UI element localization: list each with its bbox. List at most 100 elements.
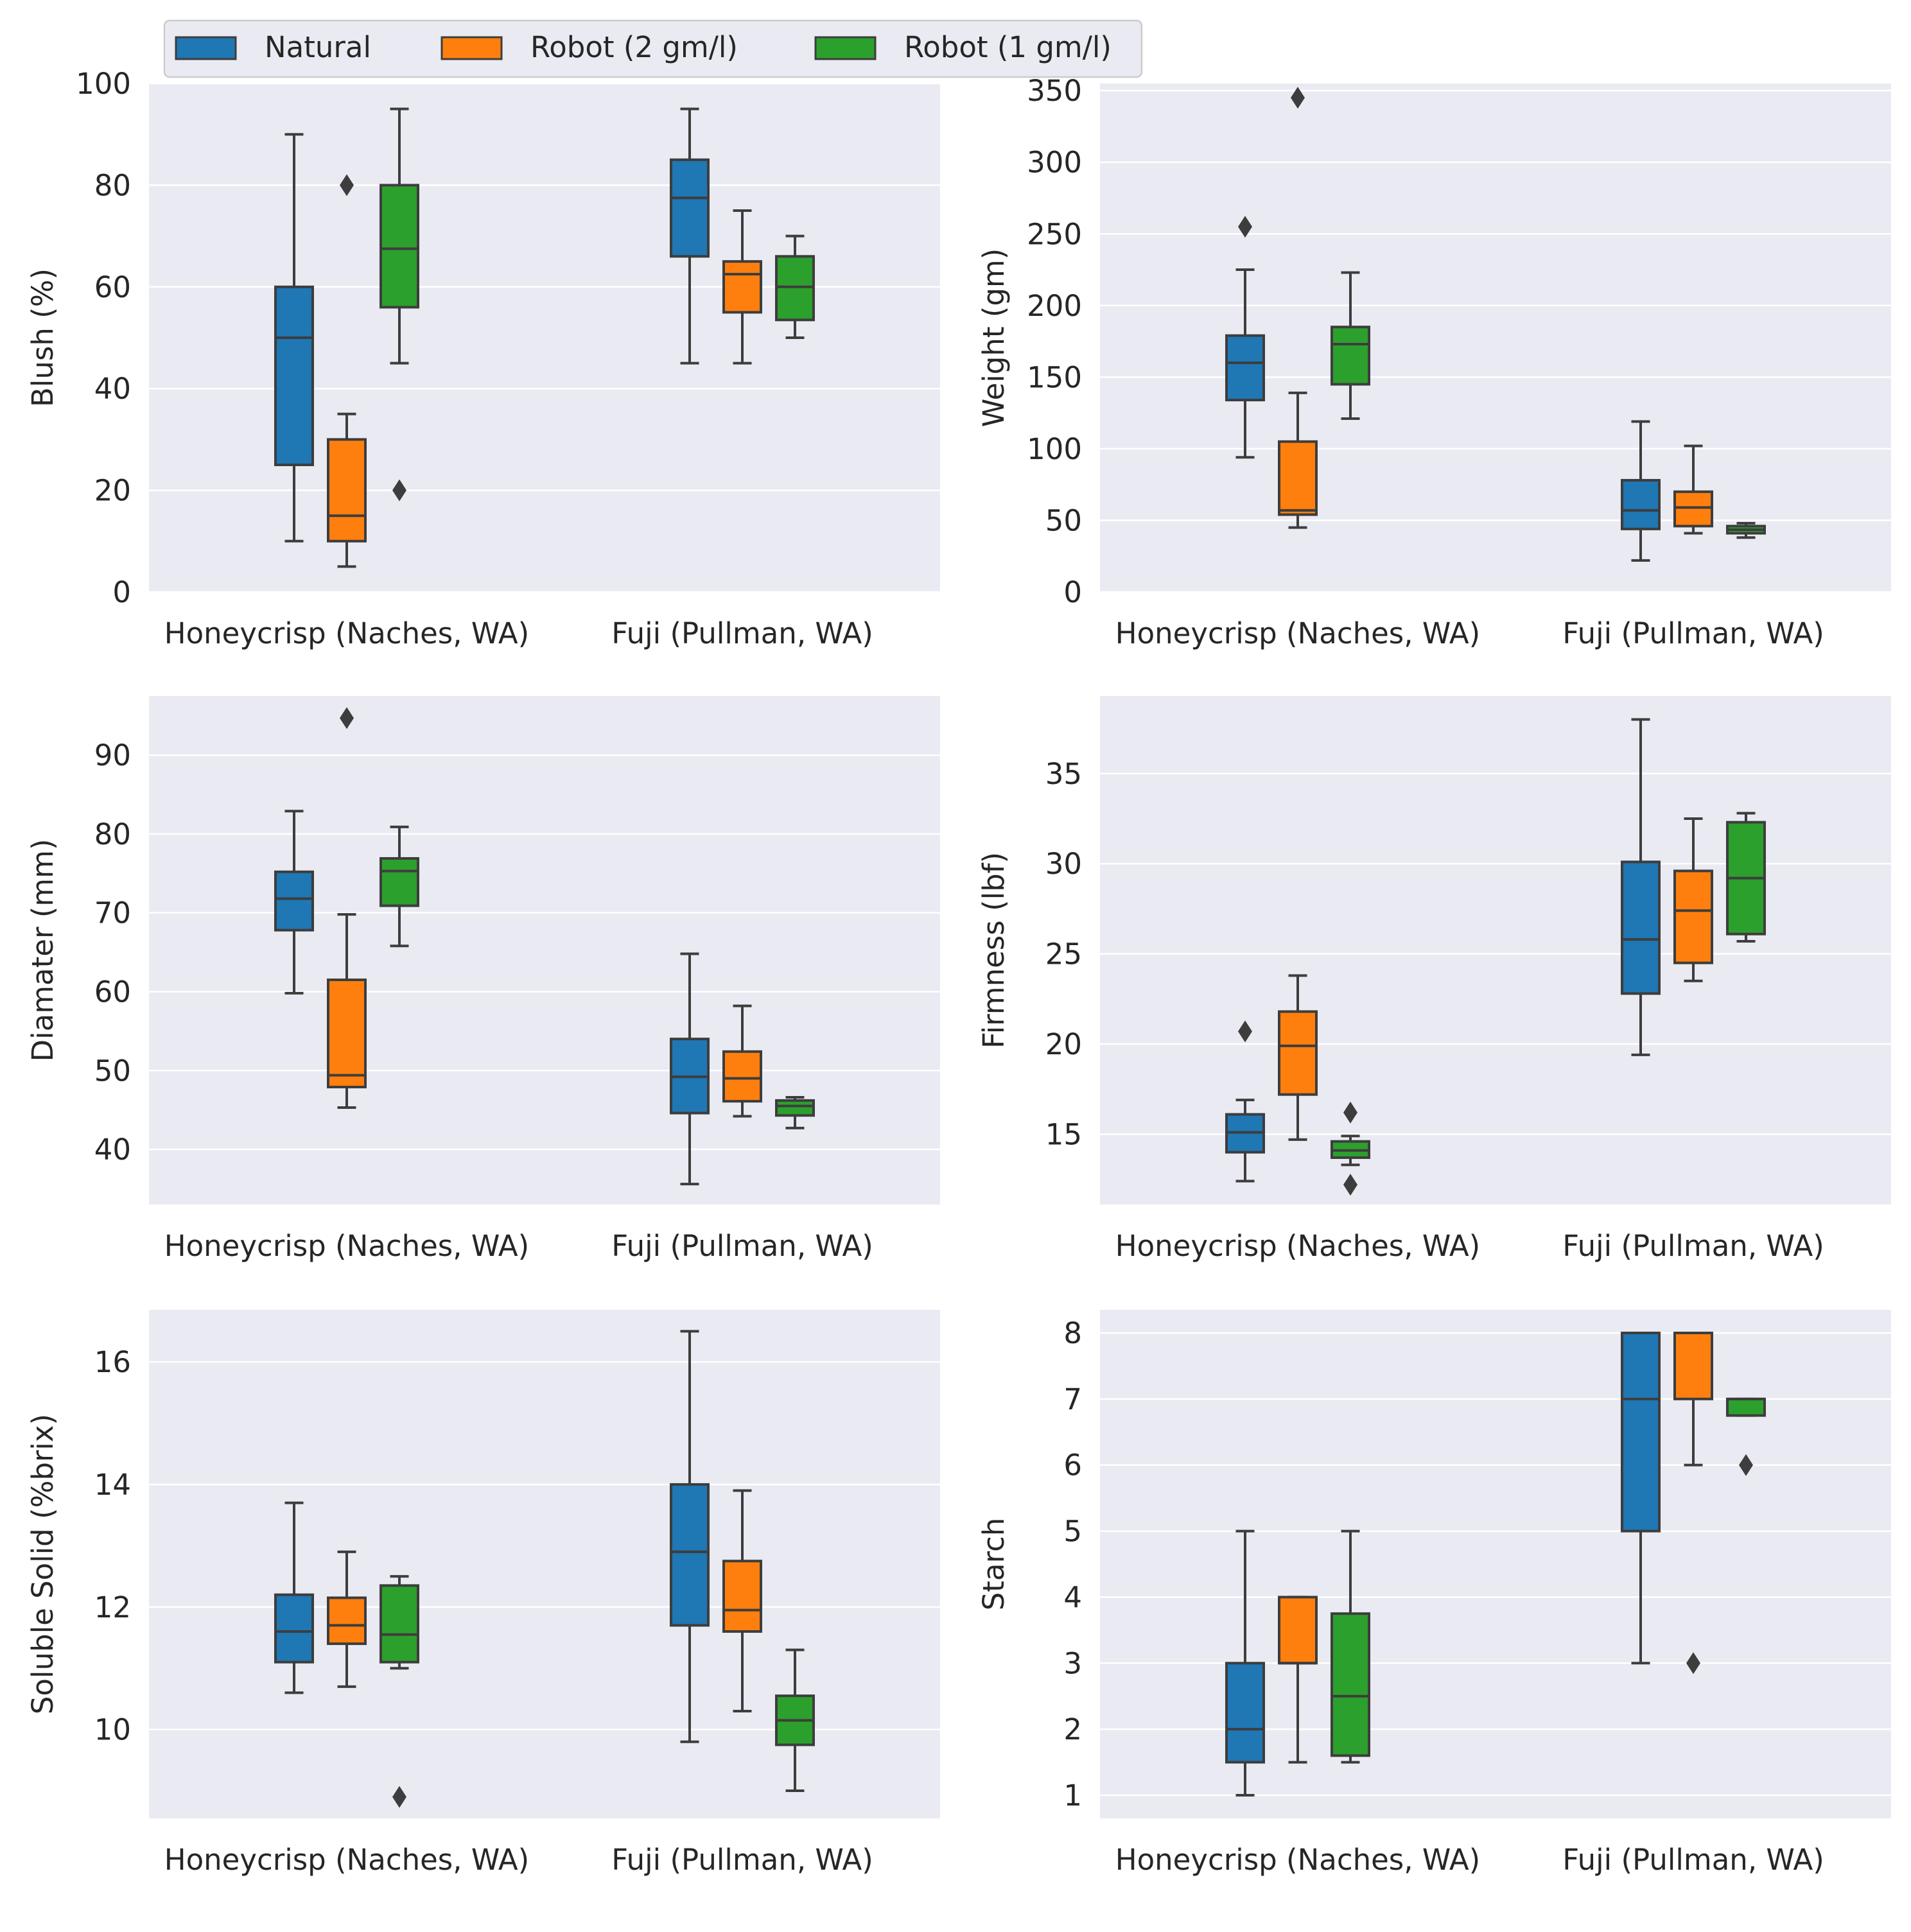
plot-area [149,1310,940,1818]
legend-item-robot-1-gm-l-: Robot (1 gm/l) [814,30,1112,64]
box-natural-fuji [1621,718,1661,1056]
x-tick-label: Honeycrisp (Naches, WA) [164,1843,529,1877]
box-body [1278,440,1318,516]
plot-area [149,696,940,1205]
box-body [1673,869,1713,964]
y-tick-label: 80 [94,168,131,202]
box-robot-2-gm-l--honeycrisp [1278,1596,1318,1764]
legend-swatch [441,36,503,60]
y-tick-label: 60 [94,270,131,304]
box-body [380,1584,419,1664]
outlier-marker [1686,1652,1700,1675]
box-body [327,438,367,543]
box-body [1621,478,1661,530]
box-natural-fuji [670,107,710,365]
box-body [1225,1662,1265,1764]
y-tick-label: 7 [1063,1382,1082,1416]
y-tick-label: 3 [1063,1646,1082,1680]
y-tick-label: 15 [1045,1117,1082,1151]
y-tick-label: 80 [94,817,131,851]
legend-frame [163,19,1143,78]
outlier-marker [1291,87,1305,109]
box-body [722,260,762,314]
y-tick-label: 70 [94,896,131,930]
box-body [274,285,314,466]
x-tick-label: Honeycrisp (Naches, WA) [1115,1843,1480,1877]
x-tick-label: Fuji (Pullman, WA) [611,1843,873,1877]
legend-label: Natural [265,30,371,64]
legend-item-natural: Natural [175,30,371,64]
y-tick-label: 40 [94,1133,131,1167]
box-body [1331,326,1370,386]
box-body [722,1050,762,1103]
legend-label: Robot (2 gm/l) [530,30,738,64]
box-robot-1-gm-l--fuji [775,1648,815,1793]
y-tick-label: 100 [1027,432,1082,466]
x-tick-label: Honeycrisp (Naches, WA) [164,1229,529,1263]
box-robot-1-gm-l--fuji [775,1096,815,1129]
box-robot-2-gm-l--fuji [1673,444,1713,535]
box-robot-1-gm-l--honeycrisp [380,825,419,948]
x-tick-label: Fuji (Pullman, WA) [611,616,873,650]
y-tick-label: 8 [1063,1316,1082,1350]
y-tick-label: 10 [94,1713,131,1747]
outlier-marker [1238,216,1252,238]
y-tick-label: 0 [1063,575,1082,609]
box-body [775,1099,815,1117]
y-tick-label: 90 [94,738,131,772]
box-body [1673,490,1713,528]
box-body [722,1560,762,1633]
box-body [380,184,419,309]
y-tick-label: 12 [94,1590,131,1624]
box-robot-2-gm-l--fuji [1673,1332,1713,1675]
box-robot-1-gm-l--fuji [1726,521,1766,539]
y-tick-label: 14 [94,1468,131,1502]
outlier-marker [1739,1454,1753,1476]
x-tick-label: Honeycrisp (Naches, WA) [1115,616,1480,650]
box-robot-2-gm-l--honeycrisp [327,1550,367,1688]
legend: Natural Robot (2 gm/l) Robot (1 gm/l) [163,19,1143,78]
y-tick-label: 6 [1063,1449,1082,1483]
y-axis-label: Soluble Solid (%brix) [26,1414,60,1714]
chart-blush: 0 20 40 60 80 100 Blush (%) Honeycrisp (Naches,… [26,67,940,650]
y-tick-label: 300 [1027,146,1082,180]
y-axis-label: Starch [977,1518,1011,1611]
outlier-marker [340,174,354,196]
y-tick-label: 0 [112,575,131,609]
y-tick-label: 16 [94,1345,131,1379]
legend-swatch [814,36,877,60]
box-robot-2-gm-l--honeycrisp [327,174,367,568]
legend-label: Robot (1 gm/l) [904,30,1112,64]
x-tick-label: Honeycrisp (Naches, WA) [164,616,529,650]
box-natural-honeycrisp [274,133,314,543]
box-robot-2-gm-l--honeycrisp [327,707,367,1109]
y-tick-label: 35 [1045,757,1082,791]
y-axis-label: Blush (%) [26,268,60,407]
plot-area [1100,1310,1891,1818]
y-tick-label: 20 [94,474,131,508]
y-tick-label: 1 [1063,1779,1082,1813]
outlier-marker [1343,1101,1357,1124]
box-natural-honeycrisp [1225,1020,1265,1183]
x-tick-label: Fuji (Pullman, WA) [611,1229,873,1263]
box-natural-fuji [670,952,710,1186]
y-tick-label: 5 [1063,1515,1082,1549]
outlier-marker [1343,1174,1357,1196]
box-natural-fuji [1621,420,1661,562]
box-body [327,1596,367,1646]
box-natural-honeycrisp [1225,1529,1265,1797]
box-body [1278,1596,1318,1665]
y-tick-label: 200 [1027,289,1082,323]
box-body [380,857,419,907]
box-robot-1-gm-l--fuji [775,234,815,339]
plot-area [1100,83,1891,592]
y-tick-label: 150 [1027,360,1082,394]
x-tick-label: Fuji (Pullman, WA) [1562,616,1824,650]
box-robot-1-gm-l--honeycrisp [1331,271,1370,421]
y-tick-label: 40 [94,372,131,406]
y-tick-label: 4 [1063,1580,1082,1614]
box-body [670,1483,710,1627]
box-natural-honeycrisp [1225,216,1265,459]
outlier-marker [392,1786,406,1808]
box-body [274,870,314,932]
